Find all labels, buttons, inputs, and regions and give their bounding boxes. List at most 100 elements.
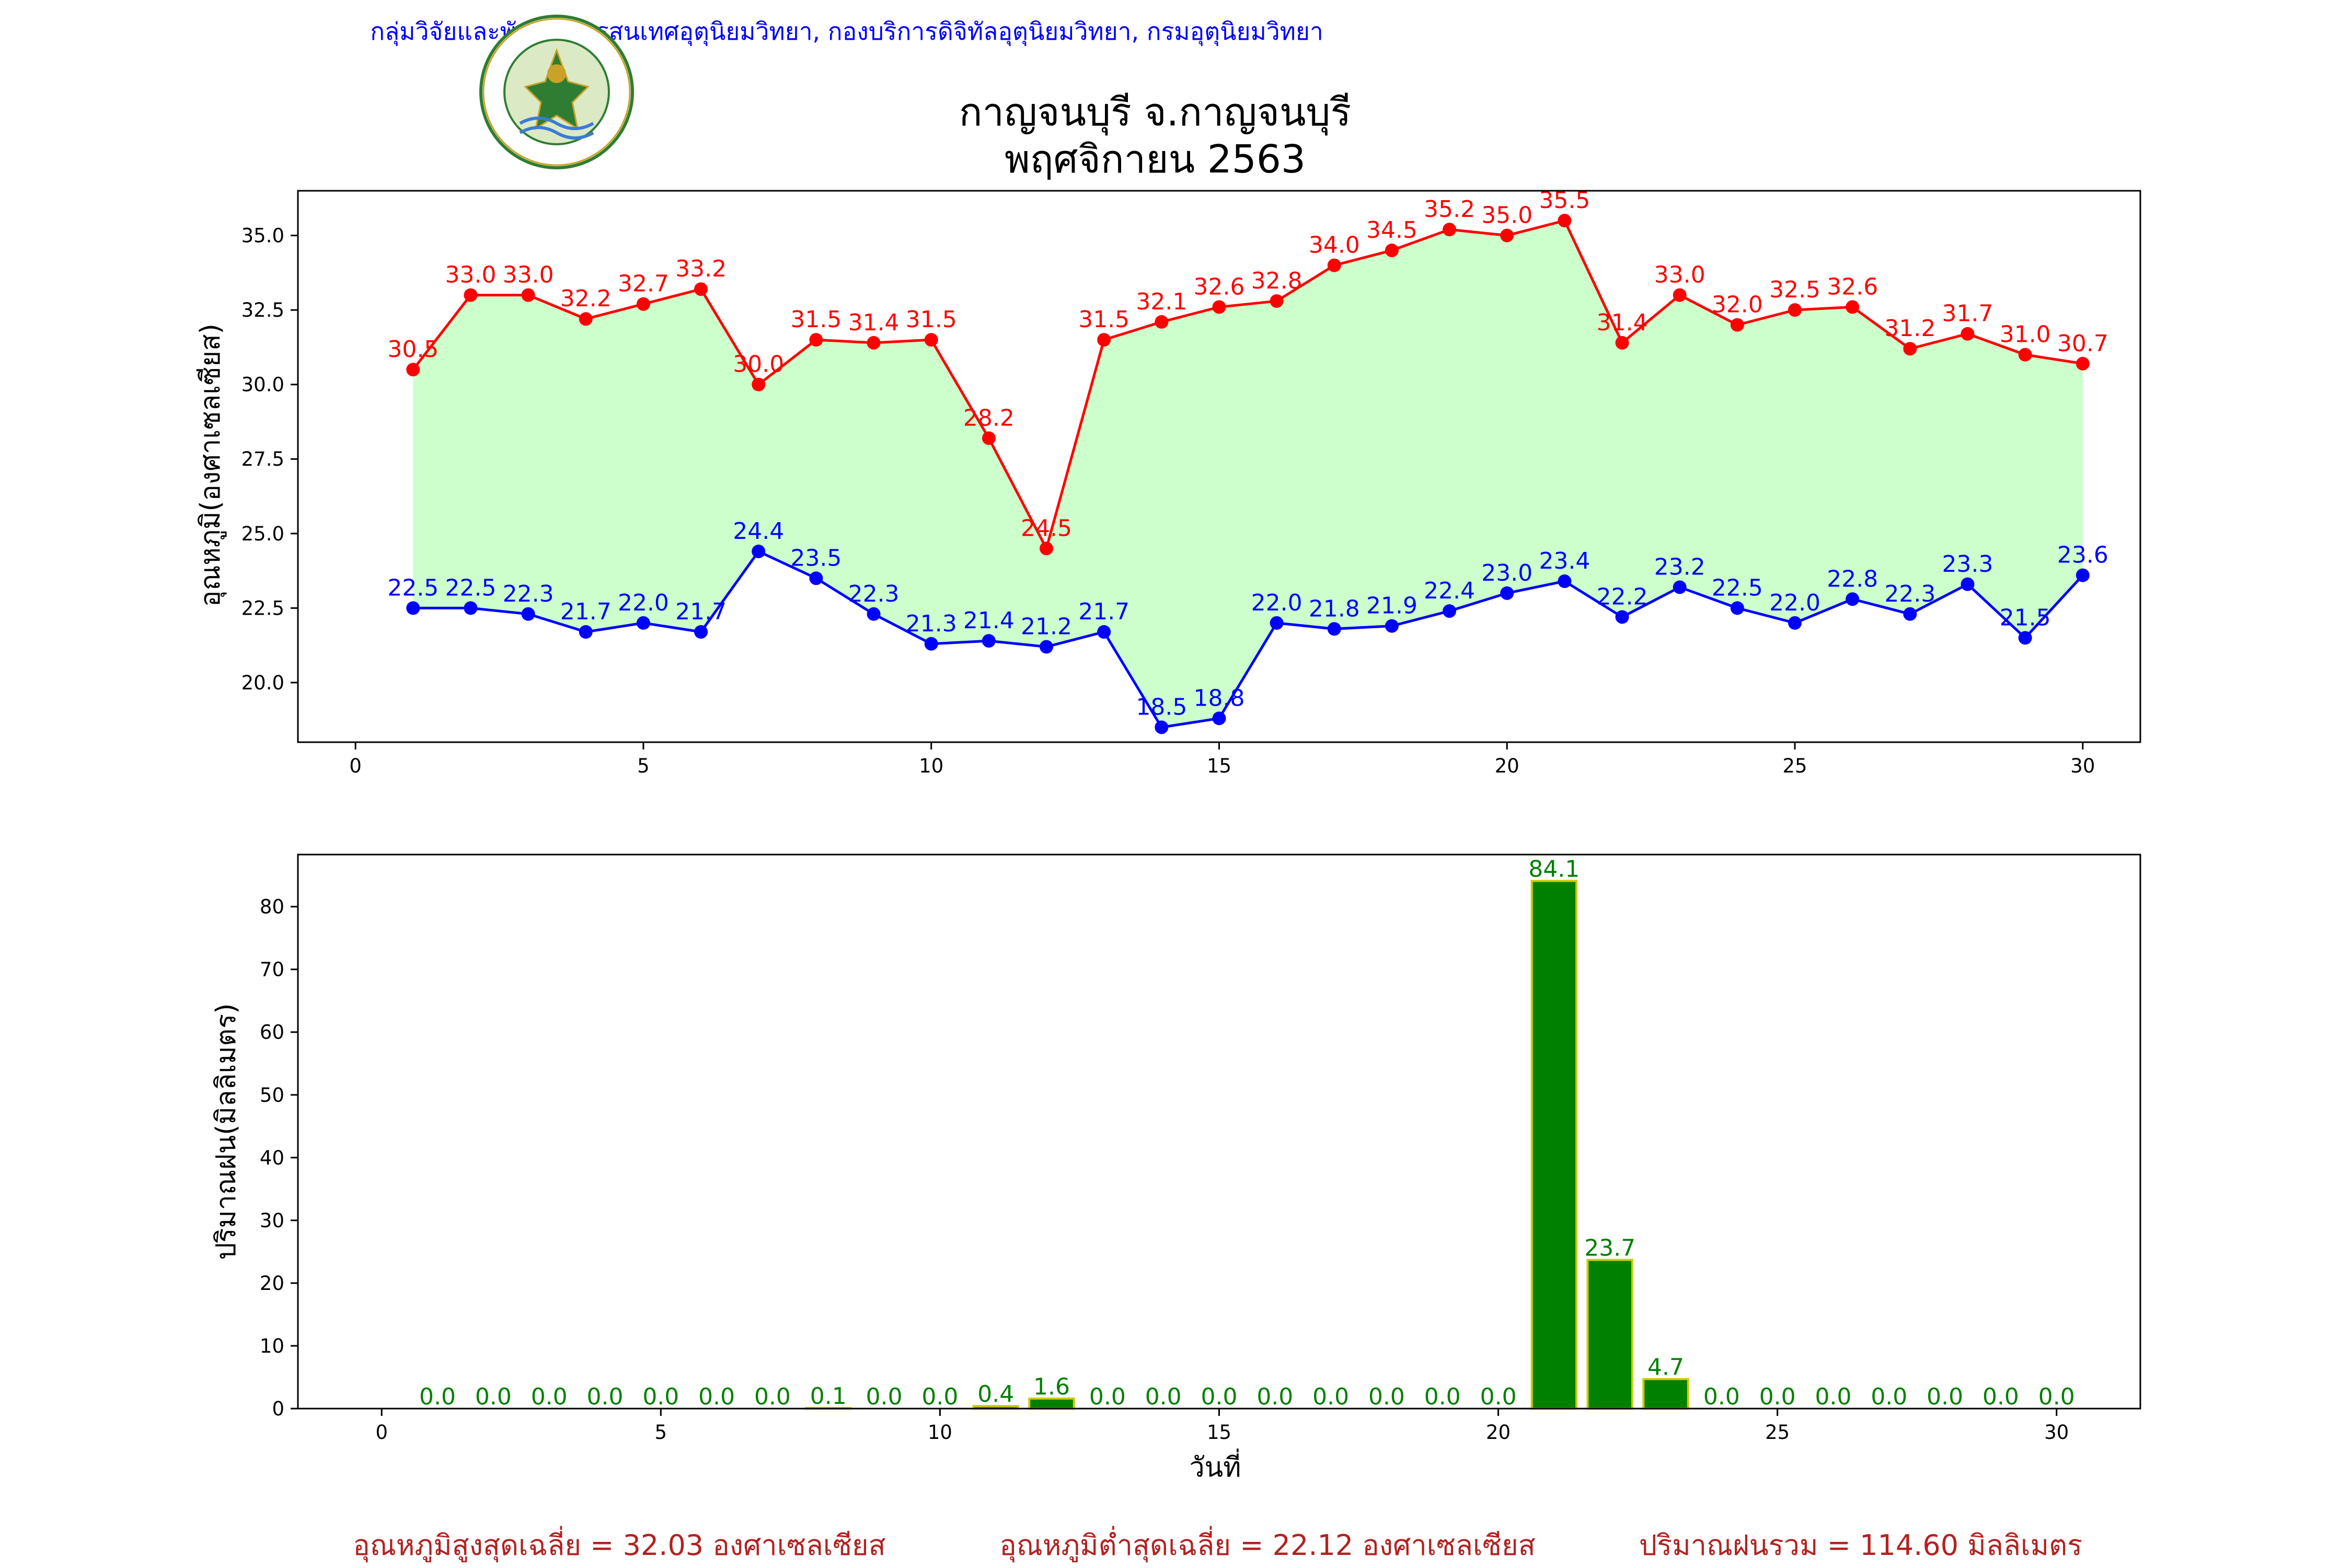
rainfall-bar: [1586, 1259, 1633, 1410]
temperature-max-point: [982, 431, 996, 445]
temperature-xtick-label: 25: [1783, 755, 1807, 777]
temperature-max-label: 33.0: [503, 262, 554, 289]
rainfall-bar-label: 84.1: [1528, 856, 1579, 882]
rainfall-bar-label: 23.7: [1584, 1235, 1635, 1261]
temperature-max-line: [412, 219, 2083, 552]
rainfall-bar-label: 0.0: [642, 1383, 679, 1410]
rainfall-xtick-label: 10: [928, 1421, 952, 1444]
summary-total-rain: ปริมาณฝนรวม = 114.60 มิลลิเมตร: [1639, 1529, 2082, 1562]
rainfall-bar-label: 0.0: [866, 1383, 903, 1410]
temperature-max-label: 32.0: [1712, 292, 1763, 318]
temperature-max-point: [1270, 294, 1284, 308]
chart-title-line1: กาญจนบุรี จ.กาญจนบุรี: [959, 90, 1352, 136]
temperature-min-point: [1155, 720, 1169, 734]
temperature-min-label: 18.8: [1194, 685, 1245, 711]
temperature-min-label: 22.3: [848, 581, 900, 607]
temperature-max-label: 35.5: [1539, 187, 1590, 214]
temperature-min-point: [1270, 616, 1284, 630]
temperature-min-label: 21.5: [2000, 604, 2051, 631]
rainfall-bar-label: 0.0: [1815, 1383, 1852, 1410]
temperature-min-point: [982, 634, 996, 648]
temperature-min-point: [1385, 619, 1399, 633]
temperature-min-line: [413, 549, 2084, 729]
temperature-min-label: 21.7: [675, 598, 727, 625]
temperature-min-point: [1212, 711, 1226, 725]
temperature-max-point: [1040, 541, 1054, 556]
temperature-min-label: 22.5: [1712, 574, 1763, 601]
temperature-max-point: [406, 363, 420, 377]
rainfall-bar-label: 0.0: [1703, 1383, 1740, 1410]
temperature-min-point: [1730, 601, 1744, 615]
temperature-min-point: [752, 545, 766, 559]
temperature-min-point: [1615, 610, 1629, 624]
temperature-min-point: [1961, 577, 1975, 591]
temperature-min-point: [694, 625, 708, 639]
temperature-ytick-label: 20.0: [241, 672, 284, 694]
rainfall-xtick-label: 0: [375, 1421, 388, 1444]
rainfall-bar-label: 0.0: [419, 1383, 456, 1410]
temperature-min-point: [1097, 625, 1111, 639]
temperature-min-point: [1558, 574, 1572, 589]
temperature-range-fill: [413, 221, 2083, 728]
rainfall-bar-label: 0.0: [1424, 1383, 1461, 1410]
temperature-min-label: 23.3: [1942, 551, 1993, 578]
temperature-max-label: 24.5: [1021, 515, 1072, 541]
temperature-min-label: 22.0: [618, 590, 669, 616]
temperature-max-label: 33.2: [675, 256, 727, 282]
temperature-max-label: 30.0: [733, 351, 784, 378]
rainfall-bar-label: 0.0: [475, 1383, 512, 1410]
rainfall-bar: [1642, 1378, 1689, 1410]
temperature-min-label: 21.2: [1021, 614, 1072, 640]
temperature-max-point: [1961, 327, 1975, 341]
temperature-xtick-label: 20: [1495, 755, 1519, 777]
temperature-max-label: 32.2: [560, 285, 612, 312]
temperature-xtick-label: 5: [637, 755, 650, 777]
temperature-max-label: 35.2: [1424, 196, 1475, 223]
rainfall-bar-label: 0.0: [587, 1383, 624, 1410]
rainfall-bar-label: 0.0: [1201, 1383, 1238, 1410]
rainfall-bar-label: 0.0: [921, 1383, 958, 1410]
temperature-ytick-label: 30.0: [241, 374, 284, 396]
temperature-max-point: [2076, 356, 2090, 371]
rainfall-bar-label: 0.0: [1256, 1383, 1293, 1410]
rainfall-bar-label: 0.0: [531, 1383, 568, 1410]
temperature-min-point: [1327, 622, 1341, 636]
temperature-min-point: [867, 607, 881, 621]
rainfall-xtick-label: 20: [1486, 1421, 1511, 1444]
temperature-min-point: [406, 601, 420, 615]
rainfall-bar: [1530, 880, 1578, 1410]
temperature-max-label: 33.0: [1654, 262, 1705, 289]
temperature-min-point: [464, 601, 478, 615]
temperature-max-point: [1615, 336, 1629, 350]
temperature-max-label: 30.5: [387, 336, 439, 363]
temperature-max-label: 31.7: [1942, 301, 1993, 327]
temperature-ytick-label: 32.5: [241, 299, 284, 321]
temperature-max-point: [694, 282, 708, 296]
temperature-max-label: 31.4: [848, 309, 900, 336]
temperature-max-point: [464, 288, 478, 302]
rainfall-xtick-label: 5: [655, 1421, 667, 1444]
temperature-max-point: [1212, 300, 1226, 314]
temperature-min-label: 23.6: [2057, 542, 2108, 569]
temperature-min-point: [1500, 586, 1514, 600]
rainfall-bar-label: 0.0: [2038, 1383, 2075, 1410]
temperature-min-label: 21.7: [560, 598, 612, 625]
summary-avg-max: อุณหภูมิสูงสุดเฉลี่ย = 32.03 องศาเซลเซีย…: [353, 1526, 885, 1563]
temperature-max-point: [1558, 214, 1572, 228]
rainfall-bar-label: 0.0: [1145, 1383, 1182, 1410]
rainfall-ytick-label: 10: [260, 1335, 284, 1357]
rainfall-plot-frame: [297, 854, 2141, 1410]
rainfall-bar-label: 0.0: [1759, 1383, 1796, 1410]
temperature-plot: 30.533.0 33.032.232.733.230.031.5 31.4 31.5…: [241, 187, 2141, 777]
temperature-max-point: [752, 377, 766, 391]
temperature-max-label: 31.5: [790, 306, 841, 333]
rainfall-ytick-label: 80: [260, 896, 284, 918]
temperature-max-label: 34.5: [1366, 217, 1417, 244]
temperature-min-label: 23.5: [790, 545, 841, 571]
temperature-min-label: 22.0: [1251, 590, 1302, 616]
temperature-max-label: 32.6: [1827, 273, 1878, 300]
temperature-ytick-label: 25.0: [241, 523, 284, 545]
temperature-min-point: [579, 625, 593, 639]
temperature-max-point: [1673, 288, 1687, 302]
rainfall-xtick-label: 30: [2044, 1421, 2069, 1444]
